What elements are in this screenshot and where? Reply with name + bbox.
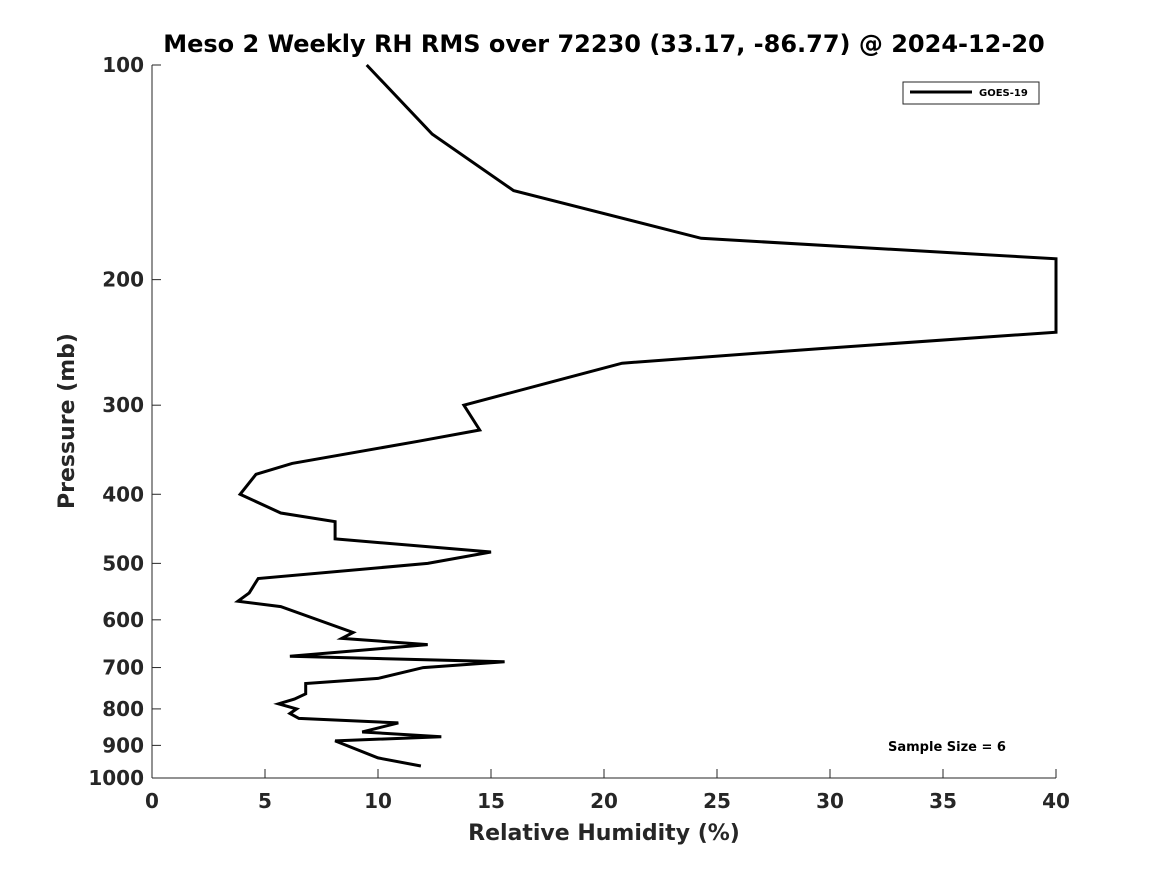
x-tick-label: 0 [145,789,159,813]
x-tick-label: 5 [258,789,272,813]
legend: GOES-19 [902,81,1040,105]
sample-size-annotation: Sample Size = 6 [888,740,1006,755]
x-tick-label: 15 [477,789,505,813]
y-tick-label: 200 [102,268,144,292]
y-axis-label: Pressure (mb) [55,333,80,509]
y-tick-label: 500 [102,551,144,575]
y-tick-label: 700 [102,656,144,680]
y-tick-label: 300 [102,393,144,417]
x-tick-label: 35 [929,789,957,813]
plot-area [152,65,1056,778]
chart-title: Meso 2 Weekly RH RMS over 72230 (33.17, … [163,30,1045,58]
x-tick-label: 25 [703,789,731,813]
x-tick-label: 20 [590,789,618,813]
y-tick-label: 800 [102,697,144,721]
axes: 0 5 10 15 20 25 30 35 40 100 200 300 400 500 600 700 800… [88,53,1070,813]
legend-label-goes-19: GOES-19 [979,88,1028,99]
series-layer [233,63,1058,768]
x-tick-label: 40 [1042,789,1070,813]
x-axis-label: Relative Humidity (%) [468,821,740,846]
y-tick-label: 1000 [88,766,144,790]
y-tick-label: 600 [102,608,144,632]
series-line-goes-19 [233,63,1058,768]
x-tick-label: 10 [364,789,392,813]
x-tick-label: 30 [816,789,844,813]
y-tick-label: 400 [102,482,144,506]
y-tick-label: 100 [102,53,144,77]
y-tick-label: 900 [102,733,144,757]
